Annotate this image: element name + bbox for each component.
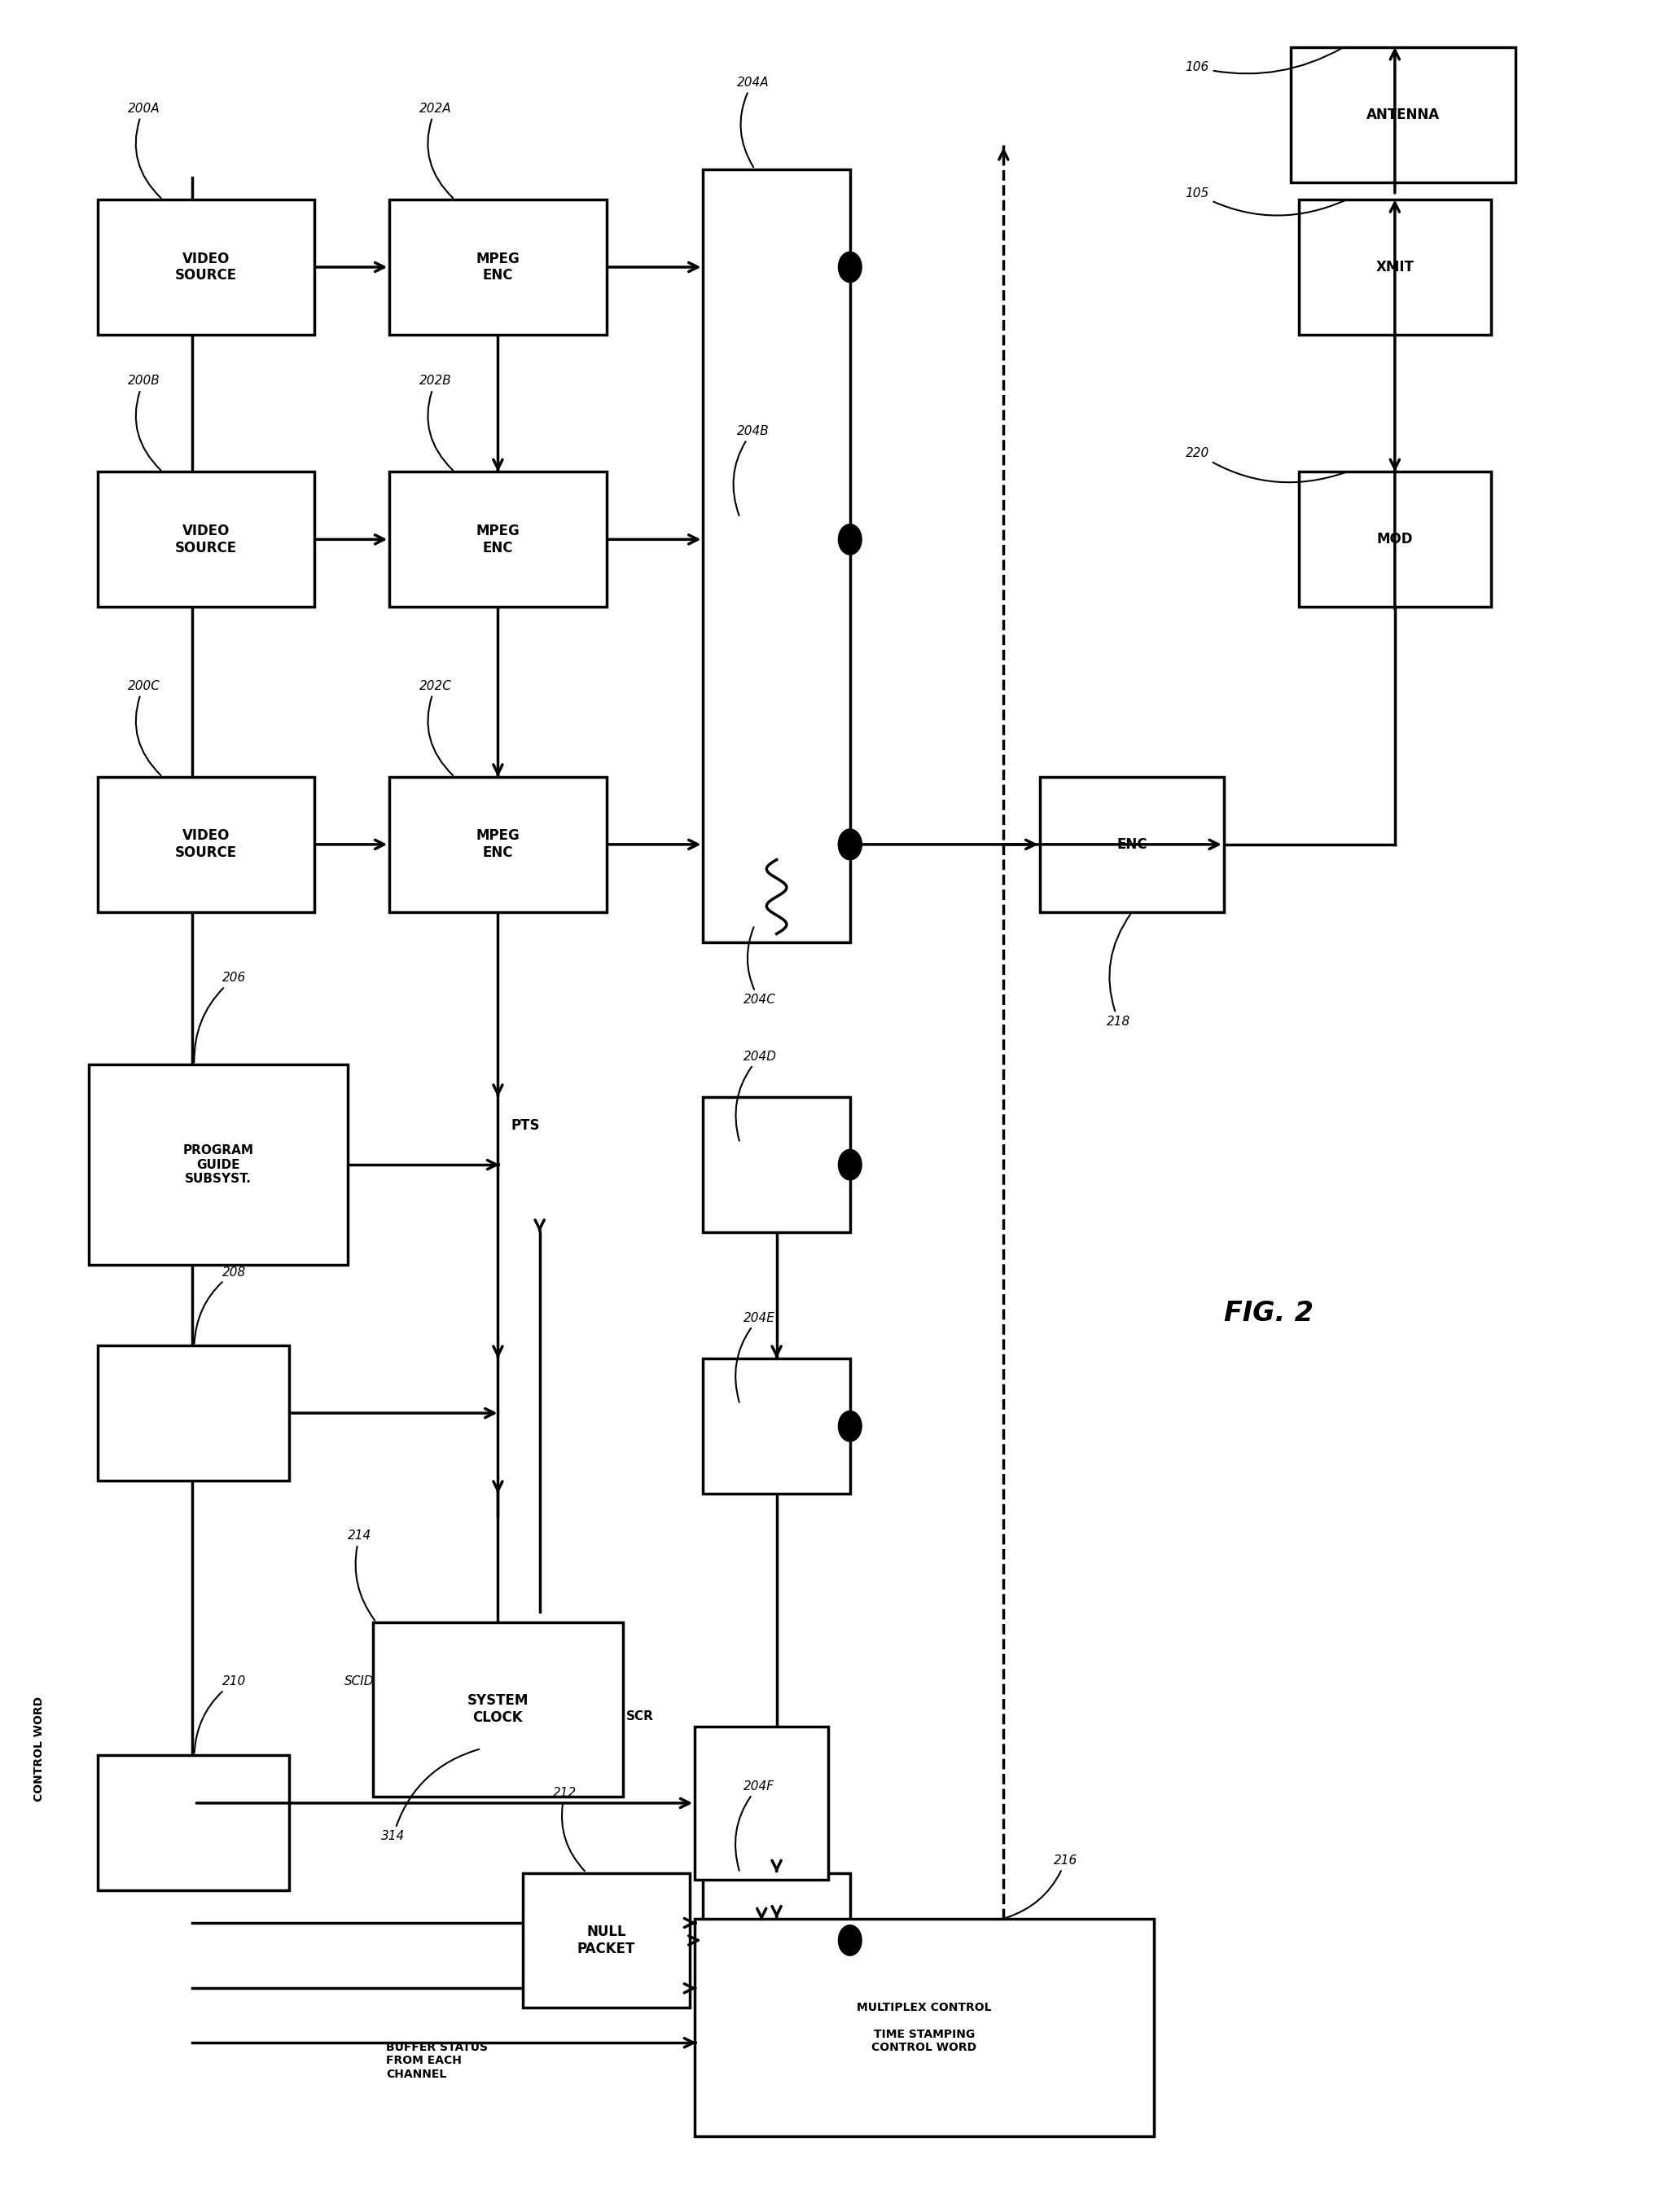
Text: 204F: 204F	[736, 1780, 774, 1870]
Text: 204D: 204D	[736, 1051, 776, 1141]
FancyBboxPatch shape	[704, 1097, 850, 1233]
Text: VIDEO
SOURCE: VIDEO SOURCE	[175, 523, 237, 556]
Text: CONTROL WORD: CONTROL WORD	[34, 1695, 45, 1800]
Text: 204C: 204C	[743, 926, 776, 1005]
FancyBboxPatch shape	[704, 1872, 850, 2008]
Text: NULL
PACKET: NULL PACKET	[578, 1925, 635, 1956]
Text: 200A: 200A	[128, 103, 161, 197]
Text: PROGRAM
GUIDE
SUBSYST.: PROGRAM GUIDE SUBSYST.	[183, 1145, 254, 1185]
Circle shape	[838, 523, 862, 554]
Text: 202B: 202B	[420, 374, 454, 471]
Text: VIDEO
SOURCE: VIDEO SOURCE	[175, 252, 237, 283]
Text: ENC: ENC	[1117, 837, 1147, 852]
Circle shape	[838, 830, 862, 861]
Text: 210: 210	[195, 1675, 247, 1752]
FancyBboxPatch shape	[1040, 777, 1223, 911]
FancyBboxPatch shape	[373, 1623, 623, 1796]
FancyBboxPatch shape	[1299, 199, 1490, 335]
Text: MULTIPLEX CONTROL

TIME STAMPING
CONTROL WORD: MULTIPLEX CONTROL TIME STAMPING CONTROL …	[857, 2002, 991, 2052]
FancyBboxPatch shape	[390, 777, 606, 911]
Circle shape	[838, 1150, 862, 1180]
FancyBboxPatch shape	[1290, 46, 1515, 182]
Text: 218: 218	[1107, 913, 1131, 1027]
Circle shape	[838, 1925, 862, 1956]
FancyBboxPatch shape	[696, 1728, 828, 1879]
Text: ANTENNA: ANTENNA	[1366, 107, 1440, 123]
Text: SCR: SCR	[627, 1710, 654, 1724]
Text: SCID: SCID	[344, 1675, 375, 1688]
Text: MPEG
ENC: MPEG ENC	[475, 252, 519, 283]
FancyBboxPatch shape	[97, 199, 314, 335]
Text: 200C: 200C	[128, 679, 161, 775]
FancyBboxPatch shape	[522, 1872, 690, 2008]
FancyBboxPatch shape	[704, 169, 850, 942]
Text: SYSTEM
CLOCK: SYSTEM CLOCK	[467, 1693, 529, 1726]
FancyBboxPatch shape	[89, 1064, 348, 1266]
Text: FIG. 2: FIG. 2	[1223, 1299, 1314, 1327]
Text: VIDEO
SOURCE: VIDEO SOURCE	[175, 828, 237, 861]
FancyBboxPatch shape	[97, 471, 314, 607]
Text: 204B: 204B	[734, 425, 769, 515]
FancyBboxPatch shape	[97, 1754, 289, 1890]
Text: 106: 106	[1186, 48, 1342, 74]
Text: 220: 220	[1186, 447, 1344, 482]
Text: 216: 216	[1006, 1855, 1077, 1918]
Text: 105: 105	[1186, 188, 1344, 215]
Text: 214: 214	[348, 1529, 375, 1621]
Text: 212: 212	[553, 1787, 585, 1870]
Circle shape	[838, 830, 862, 861]
Text: 204A: 204A	[736, 77, 769, 166]
FancyBboxPatch shape	[390, 471, 606, 607]
FancyBboxPatch shape	[97, 777, 314, 911]
Circle shape	[838, 252, 862, 283]
Text: MOD: MOD	[1376, 532, 1413, 548]
Text: 202C: 202C	[420, 679, 454, 775]
Text: 202A: 202A	[420, 103, 454, 197]
Circle shape	[838, 1410, 862, 1441]
Text: 200B: 200B	[128, 374, 161, 471]
Text: 314: 314	[381, 1750, 479, 1842]
FancyBboxPatch shape	[696, 1918, 1154, 2137]
Text: MPEG
ENC: MPEG ENC	[475, 828, 519, 861]
FancyBboxPatch shape	[97, 1345, 289, 1480]
FancyBboxPatch shape	[704, 1358, 850, 1494]
Text: 204E: 204E	[736, 1312, 774, 1402]
Text: 206: 206	[195, 972, 247, 1062]
FancyBboxPatch shape	[390, 199, 606, 335]
Text: MPEG
ENC: MPEG ENC	[475, 523, 519, 556]
Text: XMIT: XMIT	[1376, 261, 1415, 274]
FancyBboxPatch shape	[1299, 471, 1490, 607]
Text: BUFFER STATUS
FROM EACH
CHANNEL: BUFFER STATUS FROM EACH CHANNEL	[386, 2041, 487, 2080]
Text: PTS: PTS	[511, 1119, 541, 1132]
Text: 208: 208	[195, 1266, 247, 1342]
